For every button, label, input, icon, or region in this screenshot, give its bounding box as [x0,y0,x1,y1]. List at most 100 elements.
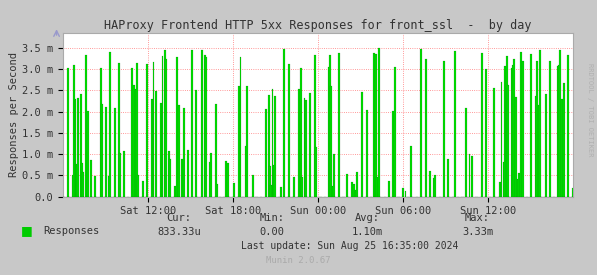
Bar [72,175,74,197]
Text: Responses: Responses [43,226,99,236]
Bar [567,55,569,197]
Bar [174,186,176,197]
Bar [85,54,87,197]
Bar [146,64,148,197]
Bar [195,90,196,197]
Bar [314,56,316,197]
Bar [153,62,155,197]
Bar [82,172,84,197]
Bar [142,181,144,197]
Bar [504,66,506,197]
Text: Avg:: Avg: [355,213,380,223]
Bar [101,104,103,197]
Bar [443,61,445,197]
Bar [346,174,347,197]
Bar [559,50,561,197]
Bar [108,176,110,197]
Bar [67,68,69,197]
Bar [253,175,254,197]
Bar [545,94,547,197]
Text: Max:: Max: [465,213,490,223]
Bar [238,86,240,197]
Bar [81,163,83,197]
Bar [191,50,193,197]
Bar [434,175,436,197]
Bar [309,93,310,197]
Bar [333,153,335,197]
Bar [464,108,467,197]
Bar [395,67,396,197]
Bar [356,172,358,197]
Bar [493,88,495,197]
Bar [513,59,515,197]
Bar [351,182,353,197]
Bar [246,86,248,197]
Bar [353,184,355,197]
Bar [201,50,203,197]
Bar [273,165,275,197]
Bar [267,95,270,197]
Bar [512,65,514,197]
Bar [454,51,456,197]
Text: RRDTOOL / TOBI OETIKER: RRDTOOL / TOBI OETIKER [587,63,593,157]
Bar [485,69,487,197]
Bar [530,54,532,197]
Bar [73,65,75,197]
Bar [169,159,171,197]
Bar [338,53,340,197]
Bar [425,59,427,197]
Bar [355,190,356,197]
Bar [100,68,102,197]
Text: Munin 2.0.67: Munin 2.0.67 [266,256,331,265]
Bar [332,186,334,197]
Bar [205,57,207,197]
Bar [181,159,183,197]
Text: 0.00: 0.00 [259,227,284,237]
Bar [87,111,89,197]
Text: Last update: Sun Aug 25 16:35:00 2024: Last update: Sun Aug 25 16:35:00 2024 [241,241,458,251]
Bar [233,183,235,197]
Bar [300,68,301,197]
Bar [361,92,363,197]
Bar [155,91,157,197]
Text: 3.33m: 3.33m [462,227,493,237]
Bar [168,151,170,197]
Bar [469,154,470,197]
Bar [481,53,483,197]
Bar [209,162,211,197]
Bar [165,59,167,197]
Text: 833.33u: 833.33u [157,227,201,237]
Bar [538,105,540,197]
Bar [272,89,273,197]
Bar [535,96,537,197]
Bar [558,65,560,197]
Bar [303,98,306,197]
Bar [119,153,121,197]
Bar [178,105,180,197]
Bar [183,108,185,197]
Bar [429,171,431,197]
Bar [447,159,449,197]
Bar [288,64,290,197]
Bar [520,52,522,197]
Bar [420,49,422,197]
Bar [518,173,521,197]
Bar [265,109,267,197]
Bar [378,48,380,197]
Text: Cur:: Cur: [167,213,192,223]
Bar [281,187,282,197]
Bar [373,53,374,197]
Bar [204,55,205,197]
Bar [76,164,78,197]
Bar [162,56,164,197]
Bar [210,153,212,197]
Y-axis label: Responses per Second: Responses per Second [9,52,19,177]
Bar [94,176,96,197]
Bar [136,63,138,197]
Bar [77,98,79,197]
Bar [123,151,125,197]
Bar [329,55,331,197]
Bar [227,163,229,197]
Bar [239,57,241,197]
Bar [301,177,303,197]
